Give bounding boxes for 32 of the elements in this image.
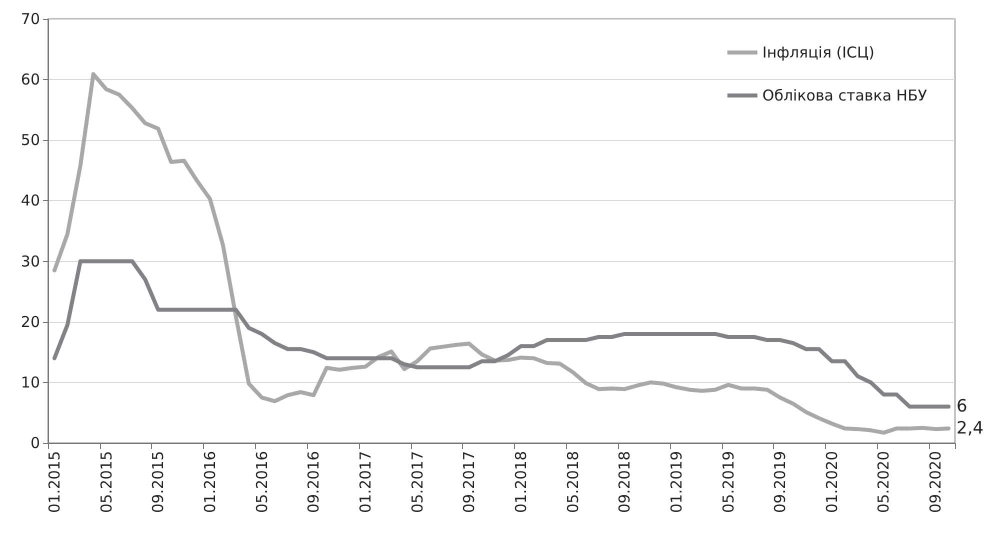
legend-label: Інфляція (ІСЦ) [762, 44, 874, 62]
y-tick-label: 60 [20, 70, 40, 89]
y-tick-label: 50 [20, 131, 40, 150]
x-tick-label: 01.2019 [667, 451, 686, 514]
x-tick-label: 01.2018 [512, 451, 530, 514]
x-tick-label: 01.2016 [200, 451, 219, 514]
legend-label: Облікова ставка НБУ [762, 86, 928, 104]
x-tick-label: 05.2015 [97, 451, 116, 514]
y-tick-label: 20 [20, 312, 40, 331]
x-tick-label: 01.2015 [45, 451, 64, 514]
y-tick-label: 40 [20, 192, 40, 210]
x-tick-label: 05.2020 [874, 451, 893, 514]
x-tick-label: 01.2020 [822, 451, 841, 514]
y-tick-label: 0 [30, 434, 40, 452]
x-tick-label: 05.2019 [719, 451, 738, 514]
x-tick-label: 01.2017 [356, 451, 374, 514]
data-label: 2,4 [956, 418, 984, 438]
x-tick-label: 09.2018 [616, 451, 634, 514]
x-tick-label: 09.2020 [926, 451, 945, 514]
x-tick-label: 09.2015 [149, 451, 168, 514]
y-tick-label: 70 [20, 10, 40, 28]
x-tick-label: 09.2016 [304, 451, 323, 514]
y-tick-label: 10 [20, 373, 40, 392]
x-tick-label: 09.2017 [460, 451, 478, 514]
y-tick-label: 30 [20, 252, 40, 270]
line-series [52, 259, 951, 409]
x-tick-label: 09.2019 [771, 451, 790, 514]
line-series [52, 72, 951, 435]
x-tick-label: 05.2018 [564, 451, 582, 514]
x-tick-label: 05.2017 [408, 451, 426, 514]
data-label: 6 [956, 396, 968, 417]
x-tick-label: 05.2016 [252, 451, 271, 514]
